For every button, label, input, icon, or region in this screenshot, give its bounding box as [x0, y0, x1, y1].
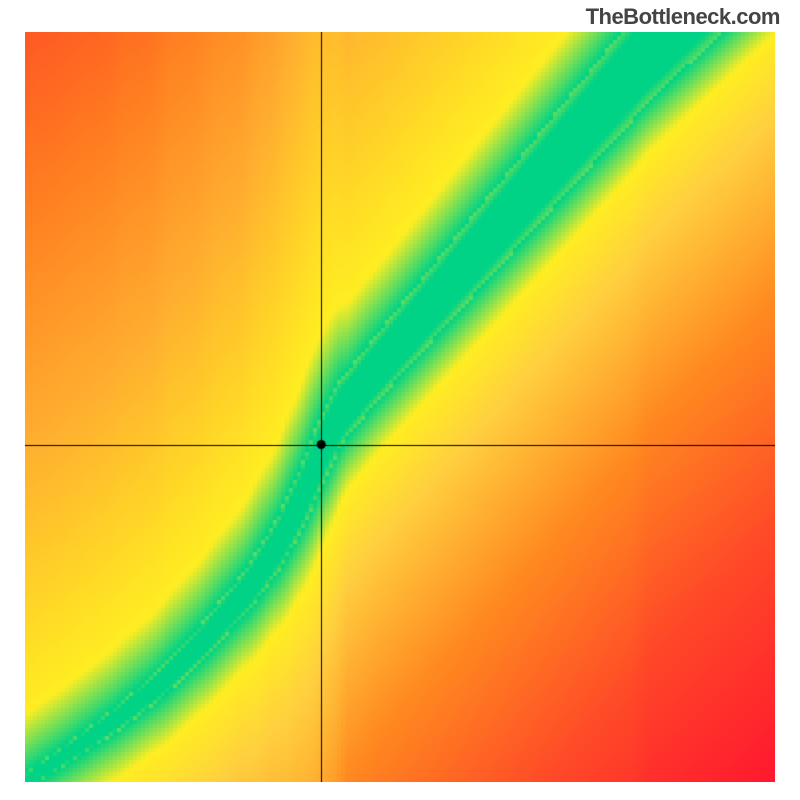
watermark-text: TheBottleneck.com [586, 4, 780, 30]
bottleneck-heatmap [25, 32, 775, 782]
heatmap-canvas [25, 32, 775, 782]
chart-container: TheBottleneck.com [0, 0, 800, 800]
